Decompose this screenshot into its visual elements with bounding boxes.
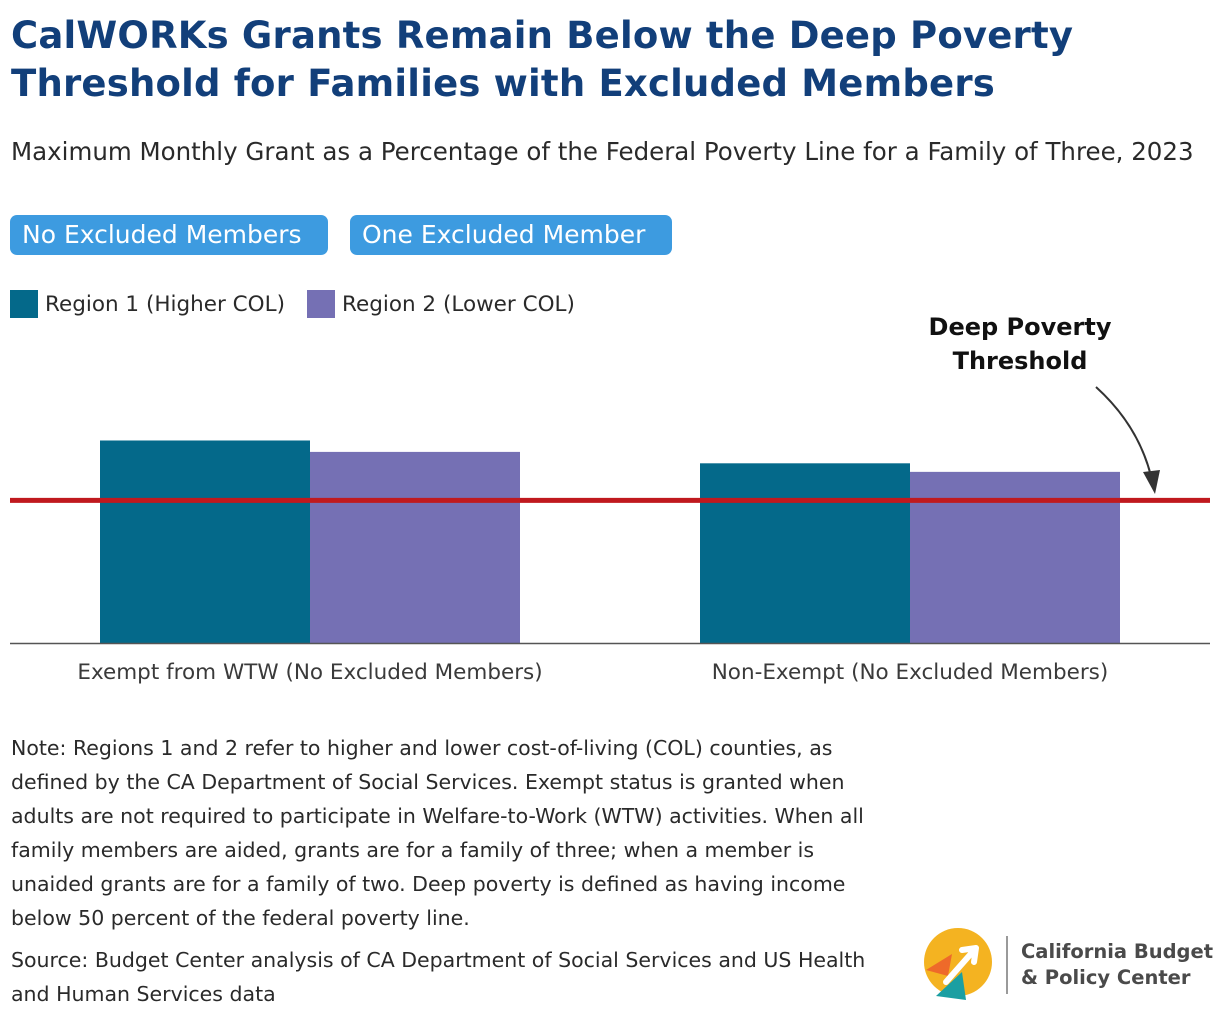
california-budget-logo: California Budget & Policy Center — [918, 926, 1213, 1006]
legend-swatch-region-1 — [10, 290, 38, 318]
x-tick-label-non-exempt: Non-Exempt (No Excluded Members) — [712, 660, 1109, 685]
legend-item-region-2: Region 2 (Lower COL) — [307, 289, 575, 319]
logo-mark-icon — [924, 928, 992, 1000]
logo-text: California Budget & Policy Center — [1021, 939, 1213, 991]
bar-non-exempt-region-2 — [910, 471, 1120, 643]
chart-note: Note: Regions 1 and 2 refer to higher an… — [11, 736, 864, 930]
threshold-arrowhead-icon — [1143, 470, 1160, 494]
chart-subtitle: Maximum Monthly Grant as a Percentage of… — [11, 137, 1194, 166]
chart-source: Source: Budget Center analysis of CA Dep… — [11, 948, 866, 1006]
toggle-no-excluded-members[interactable]: No Excluded Members — [10, 215, 328, 255]
threshold-arrow-icon — [1095, 386, 1152, 477]
chart-title-line-1: CalWORKs Grants Remain Below the Deep Po… — [11, 14, 1074, 57]
bars-group — [100, 440, 1120, 643]
chart-title: CalWORKs Grants Remain Below the Deep Po… — [11, 12, 1201, 108]
legend-item-region-1: Region 1 (Higher COL) — [10, 289, 285, 319]
bar-exempt-region-1 — [100, 440, 310, 643]
threshold-label-line-1: Deep Poverty — [929, 313, 1112, 341]
bar-exempt-region-2 — [310, 451, 520, 643]
chart-title-line-2: Threshold for Families with Excluded Mem… — [11, 62, 996, 105]
logo-text-line-1: California Budget — [1021, 940, 1214, 963]
x-tick-label-exempt: Exempt from WTW (No Excluded Members) — [77, 660, 542, 685]
bar-chart: Deep Poverty Threshold Exempt from WTW (… — [10, 313, 1210, 685]
threshold-label-line-2: Threshold — [953, 347, 1088, 375]
toggle-one-excluded-member[interactable]: One Excluded Member — [350, 215, 672, 255]
legend-swatch-region-2 — [307, 290, 335, 318]
legend-label-region-1: Region 1 (Higher COL) — [45, 291, 285, 317]
logo-text-line-2: & Policy Center — [1021, 966, 1191, 989]
logo-divider — [1006, 936, 1008, 994]
bar-non-exempt-region-1 — [700, 463, 910, 643]
legend-label-region-2: Region 2 (Lower COL) — [342, 291, 575, 317]
